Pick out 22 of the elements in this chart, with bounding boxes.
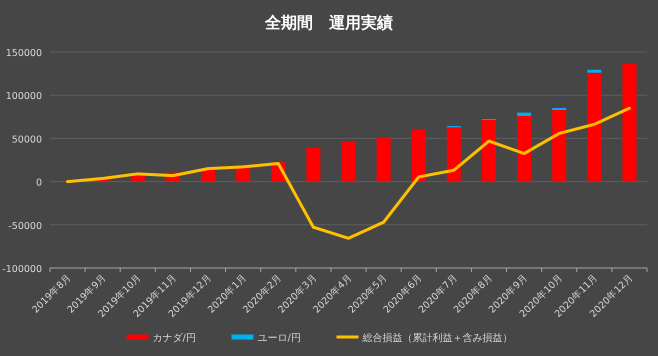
chart-title: 全期間 運用実績 xyxy=(264,13,393,32)
bar xyxy=(552,110,566,182)
line-series xyxy=(66,106,631,240)
bar xyxy=(342,142,356,182)
bar xyxy=(376,137,391,182)
bar xyxy=(446,127,461,182)
bar xyxy=(517,112,532,116)
bar xyxy=(622,64,636,182)
legend-label: カナダ/円 xyxy=(152,332,196,344)
legend-label: 総合損益（累計利益＋含み損益） xyxy=(362,332,512,344)
bar xyxy=(412,130,426,182)
bar xyxy=(517,116,532,182)
y-tick-label: 0 xyxy=(36,178,42,189)
bar xyxy=(482,120,496,182)
y-tick-label: -100000 xyxy=(2,264,42,275)
bar xyxy=(587,72,602,182)
y-tick-label: 50000 xyxy=(12,134,42,146)
bar xyxy=(306,148,320,182)
legend-label: ユーロ/円 xyxy=(258,333,301,344)
y-tick-label: 150000 xyxy=(6,48,42,59)
y-tick-label: 100000 xyxy=(6,91,42,102)
y-tick-label: -50000 xyxy=(8,220,42,232)
